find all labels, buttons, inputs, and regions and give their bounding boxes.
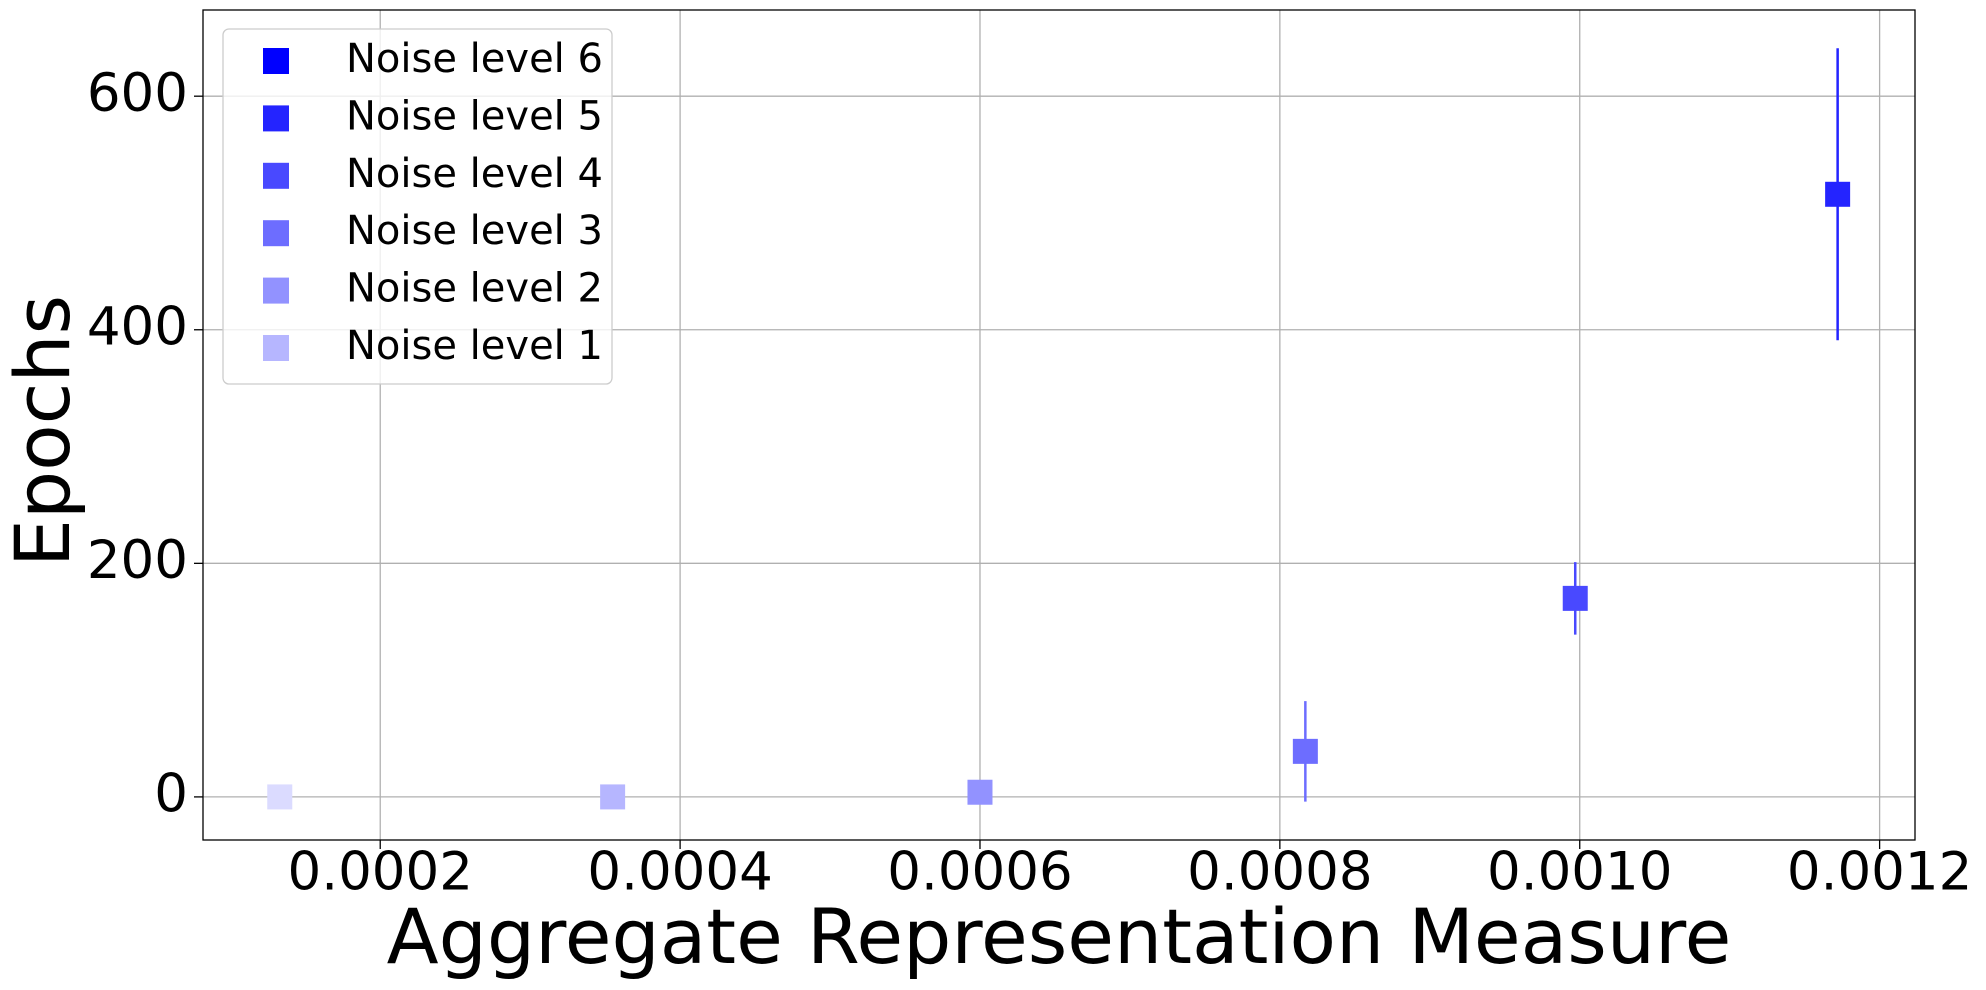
- point: [267, 784, 293, 810]
- legend-marker: [263, 277, 289, 304]
- y-axis-label: Epochs: [0, 295, 87, 567]
- x-tick-label: 0.0010: [1487, 842, 1672, 903]
- x-tick-label: 0.0006: [887, 842, 1072, 903]
- legend-label: Noise level 5: [346, 93, 603, 139]
- legend-label: Noise level 4: [346, 151, 603, 197]
- legend-label: Noise level 3: [346, 208, 603, 254]
- y-tick-label: 200: [87, 530, 188, 591]
- x-tick-label: 0.0002: [288, 842, 473, 903]
- point: [1292, 738, 1318, 764]
- x-tick-label: 0.0012: [1787, 842, 1972, 903]
- legend-marker: [263, 48, 289, 74]
- legend-box: [222, 28, 613, 385]
- legend: Noise level 6 Noise level 5 Noise level 4 N…: [222, 28, 613, 385]
- x-tick-label: 0.0004: [587, 842, 772, 903]
- legend-marker: [263, 335, 289, 361]
- y-tick-label: 600: [87, 63, 188, 124]
- plot-frame: [202, 9, 1916, 841]
- legend-marker: [263, 162, 289, 189]
- point: [1825, 181, 1851, 207]
- legend-marker: [263, 105, 289, 132]
- point: [967, 779, 993, 805]
- legend-marker: [263, 220, 289, 247]
- point: [600, 784, 626, 810]
- y-tick-label: 0: [154, 764, 188, 825]
- x-tick-label: 0.0008: [1187, 842, 1372, 903]
- legend-label: Noise level 6: [346, 36, 603, 82]
- legend-label: Noise level 2: [346, 266, 603, 312]
- point: [1562, 585, 1588, 611]
- legend-label: Noise level 1: [346, 323, 603, 369]
- x-axis-label: Aggregate Representation Measure: [387, 892, 1732, 981]
- y-tick-label: 400: [87, 296, 188, 357]
